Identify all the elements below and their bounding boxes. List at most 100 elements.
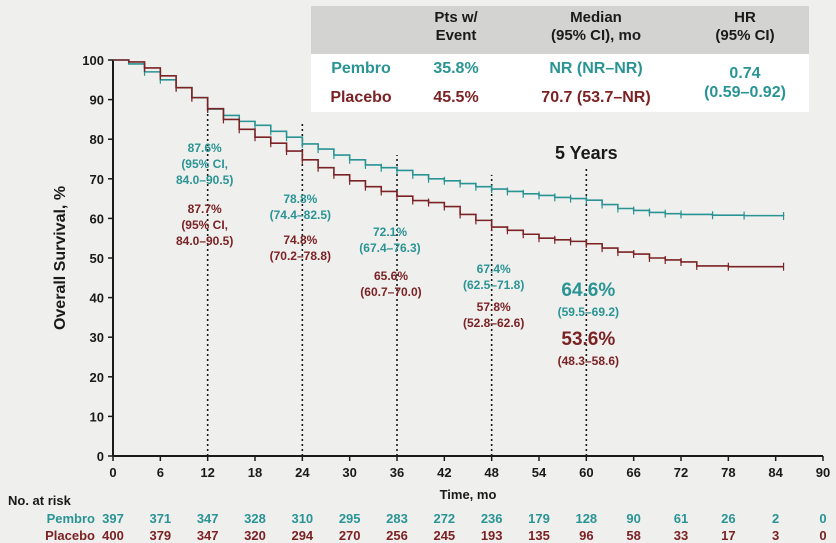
x-tick-label: 42 — [437, 465, 451, 480]
summary-table-header — [311, 6, 809, 54]
risk-count: 96 — [579, 528, 593, 543]
annotation-value: 78.8% — [283, 192, 317, 206]
hr-value: 0.74 — [729, 65, 761, 82]
annotation-value: 57.8% — [477, 300, 511, 314]
annotation-value: 74.8% — [283, 233, 317, 247]
risk-count: 347 — [197, 528, 219, 543]
risk-count: 61 — [674, 511, 688, 526]
risk-count: 0 — [819, 511, 826, 526]
x-axis-title: Time, mo — [440, 487, 497, 502]
x-tick-label: 0 — [109, 465, 116, 480]
row-placebo-median: 70.7 (53.7–NR) — [541, 89, 651, 106]
x-tick-label: 12 — [200, 465, 214, 480]
risk-count: 17 — [721, 528, 735, 543]
annotation-value: 72.1% — [373, 225, 407, 239]
y-tick-label: 60 — [90, 211, 104, 226]
x-tick-label: 6 — [157, 465, 164, 480]
annotation-ci: (67.4–76.3) — [359, 241, 420, 255]
risk-table-title: No. at risk — [8, 493, 72, 508]
risk-count: 310 — [291, 511, 313, 526]
x-tick-label: 84 — [768, 465, 783, 480]
y-tick-label: 50 — [90, 251, 104, 266]
x-tick-label: 78 — [721, 465, 735, 480]
y-tick-label: 40 — [90, 291, 104, 306]
annotation-value: 64.6% — [561, 280, 615, 301]
risk-count: 58 — [626, 528, 640, 543]
risk-count: 328 — [244, 511, 266, 526]
risk-count: 371 — [149, 511, 171, 526]
row-pembro-name: Pembro — [331, 60, 391, 77]
risk-count: 33 — [674, 528, 688, 543]
risk-count: 245 — [433, 528, 455, 543]
risk-count: 2 — [772, 511, 779, 526]
y-tick-label: 0 — [97, 449, 104, 464]
curve-placebo — [113, 59, 784, 268]
y-tick-label: 100 — [82, 53, 104, 68]
risk-row-label: Placebo — [45, 528, 95, 543]
y-tick-label: 70 — [90, 172, 104, 187]
annotation-ci: (74.4–82.5) — [270, 208, 331, 222]
risk-count: 400 — [102, 528, 124, 543]
hr-ci: (0.59–0.92) — [704, 84, 786, 101]
risk-count: 135 — [528, 528, 550, 543]
risk-count: 0 — [819, 528, 826, 543]
x-tick-label: 60 — [579, 465, 593, 480]
y-tick-label: 90 — [90, 93, 104, 108]
annotation-ci: (70.2–78.8) — [270, 249, 331, 263]
annotation-value: 53.6% — [561, 329, 615, 350]
annotation-value: 87.6% — [188, 141, 222, 155]
risk-count: 294 — [291, 528, 313, 543]
risk-count: 270 — [339, 528, 361, 543]
risk-count: 26 — [721, 511, 735, 526]
header-median: Median (95% CI), mo — [550, 9, 641, 44]
row-placebo-name: Placebo — [330, 89, 392, 106]
annotation-ci: (95% CI, — [181, 218, 228, 232]
risk-count: 397 — [102, 511, 124, 526]
annotation-ci: (52.8–62.6) — [463, 316, 524, 330]
risk-count: 3 — [772, 528, 779, 543]
header-hr: HR (95% CI) — [715, 9, 775, 44]
annotation-value: 67.4% — [477, 262, 511, 276]
annotation-ci: 84.0–90.5) — [176, 234, 233, 248]
x-tick-label: 36 — [390, 465, 404, 480]
y-tick-label: 30 — [90, 330, 104, 345]
risk-count: 320 — [244, 528, 266, 543]
risk-count: 236 — [481, 511, 503, 526]
annotation-ci: 84.0–90.5) — [176, 173, 233, 187]
annotation-ci: (60.7–70.0) — [360, 285, 421, 299]
y-axis-title: Overall Survival, % — [52, 186, 69, 330]
x-tick-label: 72 — [674, 465, 688, 480]
y-tick-label: 80 — [90, 132, 104, 147]
header-pts-event: Pts w/ Event — [434, 9, 478, 44]
risk-count: 295 — [339, 511, 361, 526]
x-tick-label: 66 — [626, 465, 640, 480]
annotation-value: 87.7% — [188, 202, 222, 216]
risk-count: 283 — [386, 511, 408, 526]
risk-count: 193 — [481, 528, 503, 543]
risk-count: 179 — [528, 511, 550, 526]
annotation-ci: (48.3–58.6) — [558, 354, 619, 368]
risk-count: 272 — [433, 511, 455, 526]
five-year-label: 5 Years — [555, 143, 618, 163]
x-tick-label: 48 — [484, 465, 498, 480]
risk-count: 128 — [575, 511, 597, 526]
x-tick-label: 54 — [532, 465, 547, 480]
y-tick-label: 10 — [90, 409, 104, 424]
risk-count: 347 — [197, 511, 219, 526]
risk-row-label: Pembro — [47, 511, 95, 526]
annotation-value: 65.6% — [374, 269, 408, 283]
annotation-ci: (95% CI, — [181, 157, 228, 171]
y-tick-label: 20 — [90, 370, 104, 385]
risk-count: 379 — [149, 528, 171, 543]
row-pembro-pts-event: 35.8% — [433, 60, 479, 77]
risk-count: 256 — [386, 528, 408, 543]
annotation-ci: (59.5–69.2) — [558, 305, 619, 319]
x-tick-label: 24 — [295, 465, 310, 480]
summary-table: Pts w/ Event Median (95% CI), mo HR (95%… — [311, 6, 809, 112]
x-tick-label: 30 — [342, 465, 356, 480]
annotation-ci: (62.5–71.8) — [463, 278, 524, 292]
x-tick-label: 90 — [816, 465, 830, 480]
x-tick-label: 18 — [248, 465, 262, 480]
row-placebo-pts-event: 45.5% — [433, 89, 479, 106]
